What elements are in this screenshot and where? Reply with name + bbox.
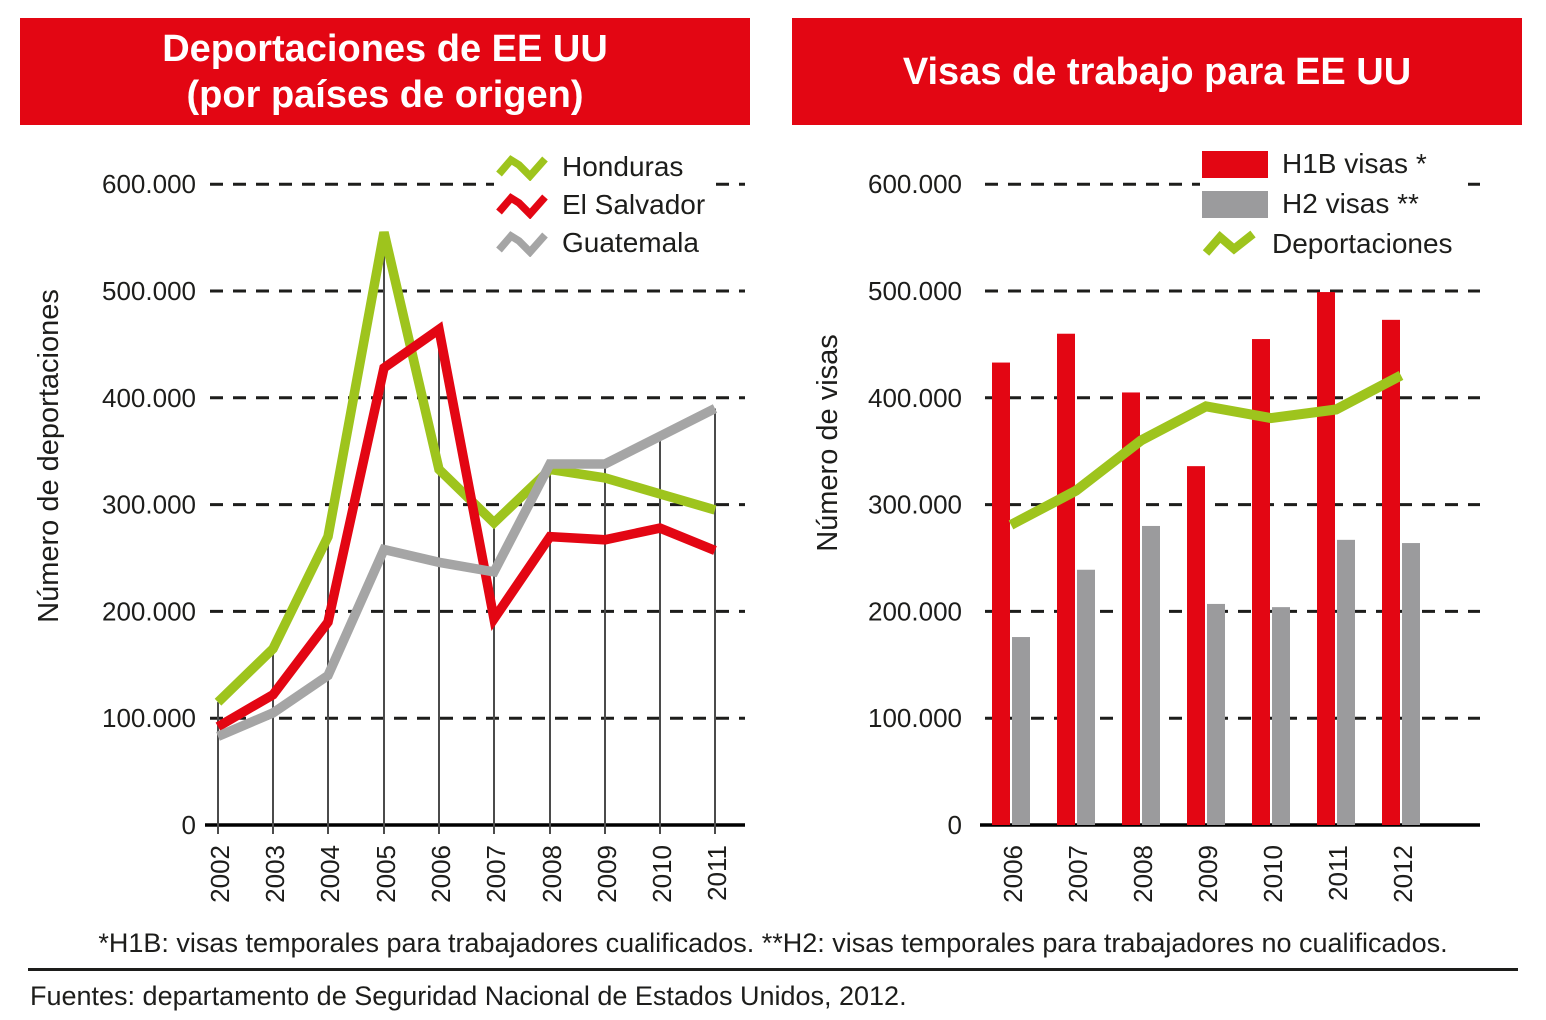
y-tick-label: 100.000 (102, 703, 196, 733)
legend-item-h1b-visas: H1B visas * (1202, 144, 1453, 184)
deportaciones-line-series (1008, 370, 1404, 530)
divider-rule (28, 968, 1518, 971)
legend-label-deportaciones: Deportaciones (1272, 228, 1453, 259)
legend-label-el-salvador: El Salvador (562, 189, 706, 220)
legend-label-h2-visas: H2 visas ** (1282, 188, 1419, 219)
y-tick-label: 300.000 (868, 490, 962, 520)
x-tick-label: 2006 (998, 845, 1028, 903)
y-axis-title: Número de visas (812, 334, 844, 552)
h1b-bar (1252, 339, 1270, 825)
h2-bar (1207, 603, 1225, 825)
legend-item-honduras: Honduras (496, 148, 705, 186)
footnote: *H1B: visas temporales para trabajadores… (98, 928, 1448, 958)
x-tick-label: 2010 (1258, 845, 1288, 903)
h2-bar (1402, 543, 1420, 825)
el-salvador-line-icon (496, 193, 548, 219)
y-tick-label: 400.000 (102, 383, 196, 413)
h2-bar (1337, 539, 1355, 825)
x-tick-label: 2008 (1128, 845, 1158, 903)
y-tick-label: 200.000 (102, 596, 196, 626)
x-tick-label: 2006 (426, 845, 456, 903)
right-chart-legend: H1B visas * H2 visas ** Deportaciones (1200, 142, 1459, 266)
el-salvador-line-series (215, 321, 717, 731)
h1b-visas-swatch-icon (1202, 150, 1268, 178)
legend-item-el-salvador: El Salvador (496, 186, 705, 224)
y-tick-label: 400.000 (868, 383, 962, 413)
x-tick-label: 2004 (315, 845, 345, 903)
right-chart-title: Visas de trabajo para EE UU (902, 50, 1412, 93)
y-tick-label: 0 (182, 810, 196, 840)
left-chart-title-banner: Deportaciones de EE UU (por países de or… (20, 18, 750, 125)
h1b-bar (992, 362, 1010, 825)
y-tick-label: 200.000 (868, 596, 962, 626)
left-chart-title-line2: (por países de origen) (186, 73, 584, 116)
y-tick-label: 300.000 (102, 490, 196, 520)
h1b-bar (1057, 333, 1075, 825)
legend-label-guatemala: Guatemala (562, 227, 699, 258)
h2-bar (1012, 637, 1030, 825)
y-tick-label: 100.000 (868, 703, 962, 733)
h2-visas-swatch-icon (1202, 190, 1268, 218)
h2-bar (1142, 525, 1160, 825)
x-tick-label: 2011 (1323, 845, 1353, 901)
x-tick-label: 2011 (702, 845, 732, 901)
source-line: Fuentes: departamento de Seguridad Nacio… (30, 981, 907, 1011)
x-tick-label: 2003 (260, 845, 290, 903)
x-tick-label: 2007 (481, 845, 511, 903)
right-chart-title-banner: Visas de trabajo para EE UU (792, 18, 1522, 125)
x-tick-label: 2008 (537, 845, 567, 903)
y-tick-label: 0 (948, 810, 962, 840)
y-tick-label: 600.000 (868, 169, 962, 199)
left-chart-title-line1: Deportaciones de EE UU (162, 27, 608, 70)
h2-bar (1077, 569, 1095, 825)
honduras-line-icon (496, 155, 548, 181)
guatemala-line-icon (496, 231, 548, 257)
x-tick-label: 2009 (592, 845, 622, 903)
x-tick-label: 2012 (1388, 845, 1418, 903)
legend-label-h1b-visas: H1B visas * (1282, 148, 1427, 179)
x-tick-label: 2005 (371, 845, 401, 903)
legend-item-guatemala: Guatemala (496, 224, 705, 262)
legend-item-deportaciones: Deportaciones (1202, 224, 1453, 264)
work-visas-bar-chart: 600.000 500.000 400.000 300.000 200.000 100.0… (812, 169, 1480, 903)
x-tick-label: 2002 (205, 845, 235, 903)
legend-label-honduras: Honduras (562, 151, 684, 182)
h2-bar (1272, 607, 1290, 825)
x-tick-label: 2010 (647, 845, 677, 903)
y-tick-label: 600.000 (102, 169, 196, 199)
h1b-bar (1317, 292, 1335, 825)
left-chart-legend: Honduras El Salvador Guatemala (494, 146, 712, 264)
y-tick-label: 500.000 (868, 276, 962, 306)
x-tick-label: 2007 (1063, 845, 1093, 903)
h1b-bar (1187, 466, 1205, 825)
y-tick-label: 500.000 (102, 276, 196, 306)
deportations-by-origin-line-chart: 600.000 500.000 400.000 300.000 200.000 100.0… (33, 169, 745, 903)
legend-item-h2-visas: H2 visas ** (1202, 184, 1453, 224)
x-tick-label: 2009 (1193, 845, 1223, 903)
h1b-bar (1382, 319, 1400, 825)
h1b-bar (1122, 392, 1140, 825)
deportaciones-line-icon (1202, 230, 1256, 256)
guatemala-line-series (216, 404, 718, 741)
y-axis-title: Número de deportaciones (33, 289, 65, 623)
